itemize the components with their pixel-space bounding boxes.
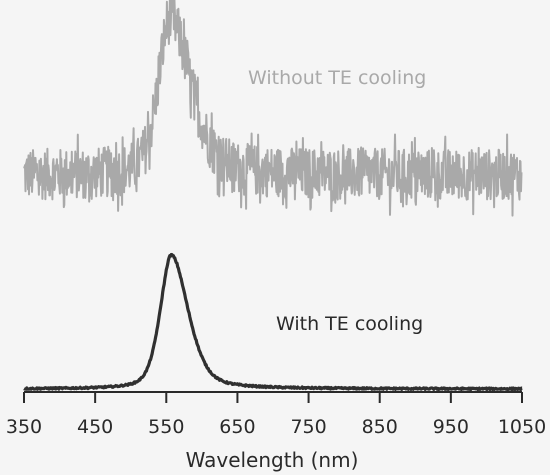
x-tick-label: 850 bbox=[362, 416, 398, 438]
series-layer bbox=[23, 0, 523, 392]
x-tick-label: 450 bbox=[77, 416, 113, 438]
annotation-with-te: With TE cooling bbox=[276, 313, 423, 335]
x-tick-label: 550 bbox=[148, 416, 184, 438]
x-tick-label: 350 bbox=[6, 416, 42, 438]
series-line-without-te-cooling bbox=[23, 0, 523, 217]
series-line-with-te-cooling bbox=[23, 252, 523, 392]
x-tick-label: 650 bbox=[219, 416, 255, 438]
x-axis-ticks: 350 450 550 650 750 850 950 1050 bbox=[6, 392, 546, 438]
x-tick-label: 950 bbox=[433, 416, 469, 438]
x-tick-label: 750 bbox=[290, 416, 326, 438]
x-tick-label: 1050 bbox=[498, 416, 546, 438]
x-axis-title: Wavelength (nm) bbox=[186, 448, 359, 472]
annotation-without-te: Without TE cooling bbox=[248, 67, 426, 89]
